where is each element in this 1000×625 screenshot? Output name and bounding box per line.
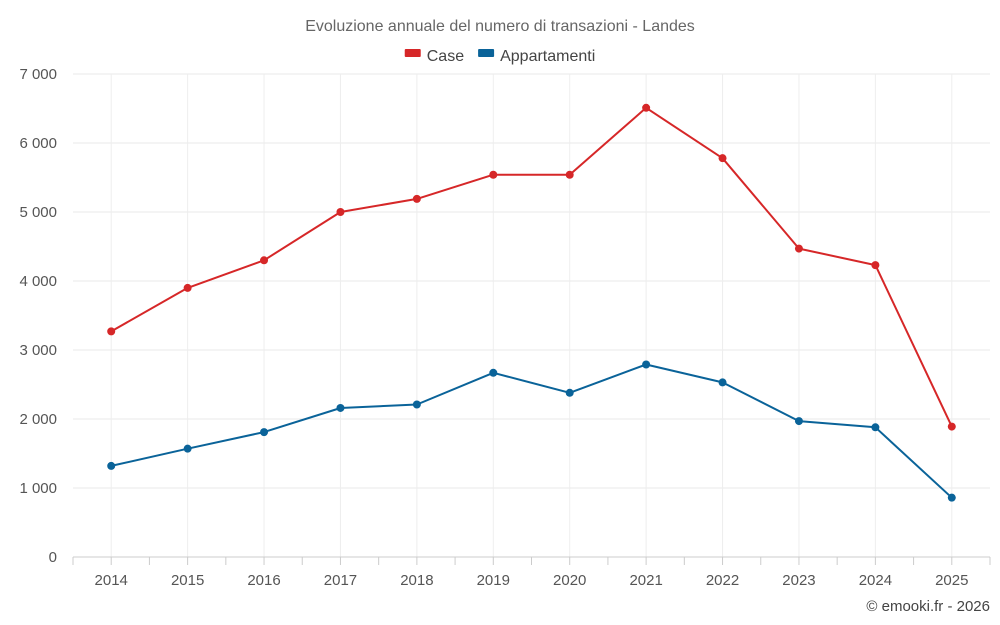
data-point-case[interactable]	[336, 208, 345, 216]
x-tick-label: 2021	[629, 572, 662, 589]
data-point-appartamenti[interactable]	[260, 428, 269, 437]
series-line-case	[110, 106, 953, 428]
legend-swatch	[478, 49, 495, 57]
x-tick-label: 2022	[706, 572, 739, 589]
data-point-case[interactable]	[871, 261, 880, 270]
data-point-case[interactable]	[260, 256, 269, 265]
y-tick-label: 5 000	[19, 204, 57, 221]
x-tick-label: 2025	[935, 572, 968, 589]
x-tick-label: 2024	[859, 572, 892, 589]
data-point-case[interactable]	[183, 283, 192, 292]
data-point-case[interactable]	[107, 327, 116, 336]
data-point-case[interactable]	[947, 422, 956, 431]
data-point-case[interactable]	[718, 154, 727, 163]
x-tick-label: 2018	[400, 572, 433, 589]
x-tick-label: 2015	[171, 572, 204, 589]
credit-text: © emooki.fr - 2026	[866, 598, 990, 615]
data-point-appartamenti[interactable]	[183, 444, 192, 453]
data-point-appartamenti[interactable]	[642, 360, 651, 369]
grid	[73, 73, 990, 557]
data-point-appartamenti[interactable]	[565, 388, 574, 397]
data-point-appartamenti[interactable]	[947, 493, 956, 502]
chart-title: Evoluzione annuale del numero di transaz…	[305, 18, 695, 35]
y-tick-label: 0	[49, 549, 57, 566]
y-tick-label: 6 000	[19, 135, 57, 152]
data-point-case[interactable]	[412, 194, 421, 203]
series-group	[107, 103, 956, 502]
data-point-appartamenti[interactable]	[107, 461, 116, 470]
y-tick-label: 1 000	[19, 480, 57, 497]
legend-label: Case	[427, 48, 464, 65]
x-tick-label: 2014	[95, 572, 128, 589]
x-tick-label: 2017	[324, 572, 357, 589]
axes: 0 1 000 2 000 3 000 4 000 5 000 6 000 7 000 2014…	[19, 66, 991, 589]
x-tick-label: 2023	[782, 572, 815, 589]
data-point-case[interactable]	[794, 244, 803, 253]
series-appartamenti	[107, 360, 956, 502]
legend-item-appartamenti[interactable]: Appartamenti	[478, 48, 595, 65]
legend-item-case[interactable]: Case	[404, 48, 464, 65]
data-point-appartamenti[interactable]	[871, 423, 880, 432]
series-case	[107, 103, 956, 431]
legend-swatch	[404, 49, 421, 57]
x-tick-label: 2016	[247, 572, 280, 589]
data-point-appartamenti[interactable]	[336, 403, 345, 412]
x-tick-label: 2019	[477, 572, 510, 589]
legend-label: Appartamenti	[500, 48, 595, 65]
y-tick-label: 7 000	[19, 66, 57, 83]
data-point-appartamenti[interactable]	[718, 378, 727, 387]
y-tick-label: 4 000	[19, 273, 57, 290]
data-point-appartamenti[interactable]	[794, 417, 803, 426]
data-point-appartamenti[interactable]	[412, 400, 421, 409]
legend[interactable]: Case Appartamenti	[404, 48, 596, 65]
data-point-case[interactable]	[642, 103, 651, 112]
data-point-appartamenti[interactable]	[489, 368, 498, 377]
x-tick-label: 2020	[553, 572, 586, 589]
y-tick-label: 3 000	[19, 342, 57, 359]
data-point-case[interactable]	[565, 170, 574, 179]
data-point-case[interactable]	[489, 170, 498, 179]
y-tick-label: 2 000	[19, 411, 57, 428]
series-line-appartamenti	[110, 363, 953, 499]
